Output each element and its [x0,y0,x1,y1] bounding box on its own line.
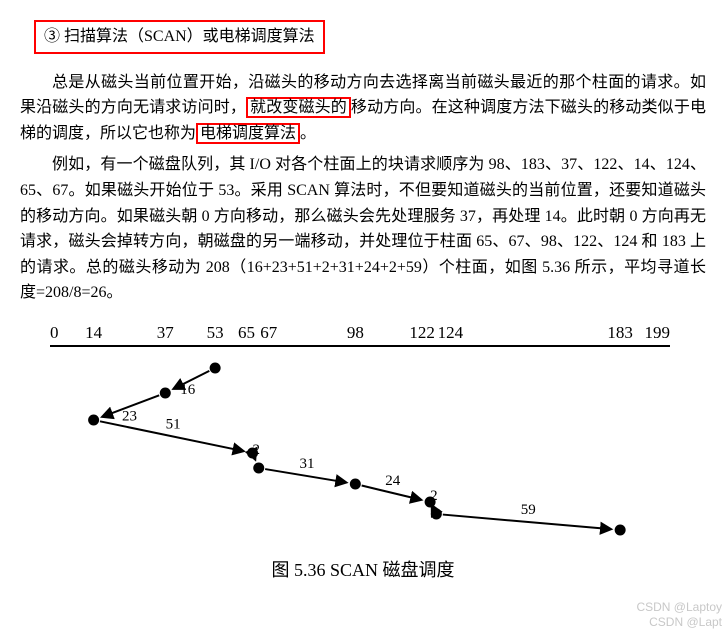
section-heading: ③ 扫描算法（SCAN）或电梯调度算法 [34,20,325,54]
scan-diagram: 014375365679812212418319916235123124259 [20,320,700,550]
svg-text:53: 53 [207,323,224,342]
svg-text:37: 37 [157,323,175,342]
svg-text:51: 51 [166,416,181,432]
heading-text: ③ 扫描算法（SCAN）或电梯调度算法 [44,28,315,45]
svg-text:23: 23 [122,408,137,424]
svg-text:67: 67 [260,323,278,342]
svg-text:65: 65 [238,323,255,342]
svg-text:0: 0 [50,323,59,342]
highlight-1: 就改变磁头的 [246,97,351,118]
svg-text:98: 98 [347,323,364,342]
svg-text:16: 16 [180,382,196,398]
figure-caption: 图 5.36 SCAN 磁盘调度 [20,556,706,585]
paragraph-1: 总是从磁头当前位置开始，沿磁头的移动方向去选择离当前磁头最近的那个柱面的请求。如… [20,70,706,147]
watermark: CSDN @Laptoy CSDN @Lapt [636,600,722,629]
watermark-line-1: CSDN @Laptoy [636,600,722,614]
svg-text:124: 124 [438,323,464,342]
svg-text:199: 199 [645,323,671,342]
svg-text:14: 14 [85,323,103,342]
highlight-2: 电梯调度算法 [196,123,300,144]
svg-text:183: 183 [607,323,633,342]
svg-text:122: 122 [409,323,435,342]
svg-text:31: 31 [300,456,315,472]
paragraph-2: 例如，有一个磁盘队列，其 I/O 对各个柱面上的块请求顺序为 98、183、37… [20,152,706,306]
figure-5-36: 014375365679812212418319916235123124259 … [20,320,706,585]
svg-text:59: 59 [521,502,536,518]
p1-c: 。 [300,125,316,142]
svg-text:24: 24 [385,473,401,489]
watermark-line-2: CSDN @Lapt [636,615,722,629]
